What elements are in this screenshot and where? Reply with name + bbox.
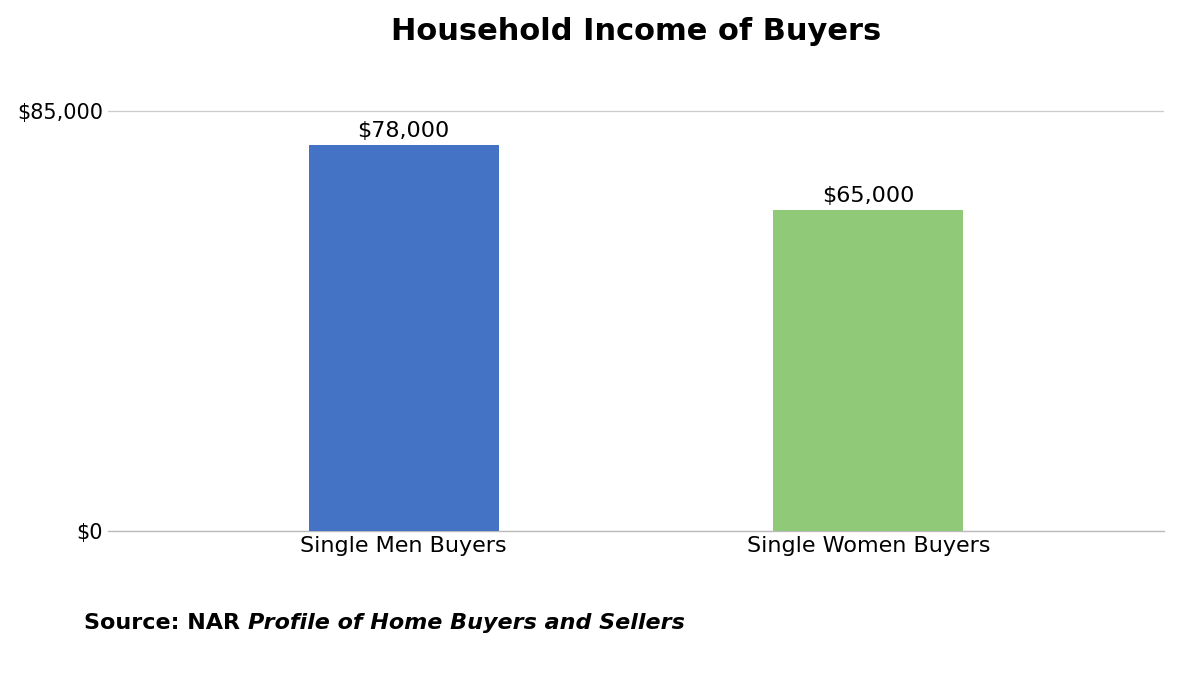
Title: Household Income of Buyers: Household Income of Buyers bbox=[391, 18, 881, 46]
Text: Profile of Home Buyers and Sellers: Profile of Home Buyers and Sellers bbox=[247, 614, 685, 633]
Text: $65,000: $65,000 bbox=[822, 186, 914, 206]
Bar bbox=[773, 210, 964, 531]
Text: $78,000: $78,000 bbox=[358, 121, 450, 142]
Bar bbox=[308, 145, 499, 531]
Text: Source: NAR: Source: NAR bbox=[84, 614, 247, 633]
